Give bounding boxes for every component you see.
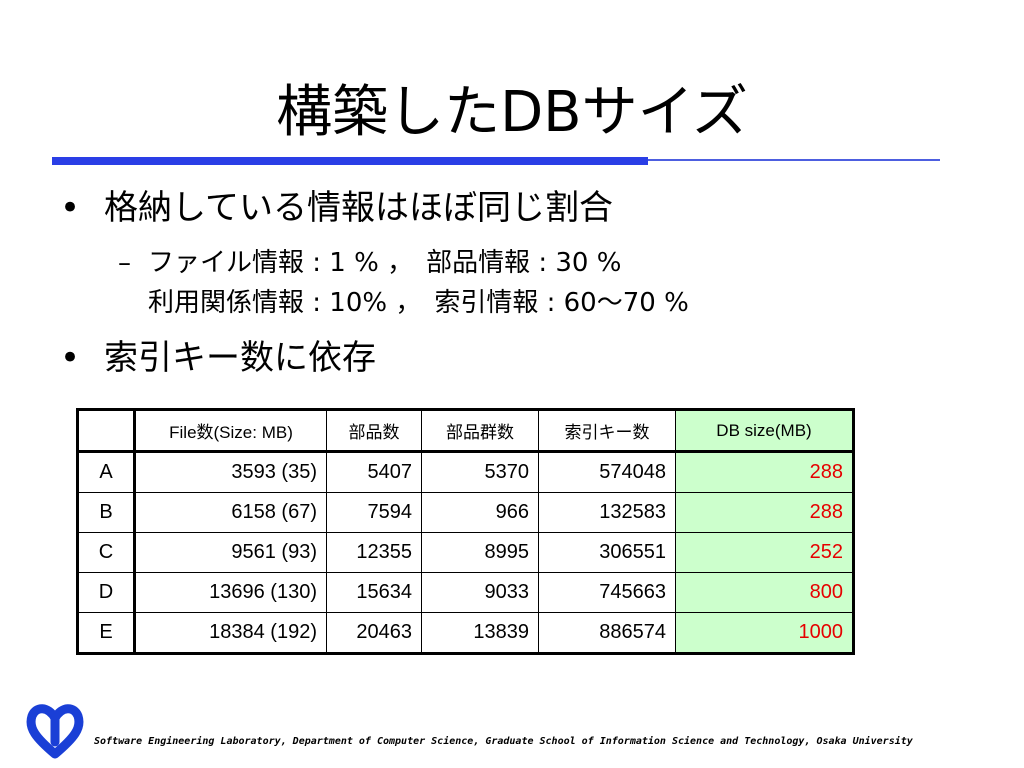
bullet-dot: • — [60, 338, 81, 378]
cell-part-group-count: 5370 — [421, 451, 539, 493]
cell-part-count: 20463 — [326, 612, 422, 654]
cell-file-count: 9561 (93) — [134, 532, 327, 573]
sub-item-1-line-2: 利用関係情報 : 10% ， 索引情報 : 60～70 % — [148, 288, 689, 318]
table-row: C 9561 (93) 12355 8995 306551 252 — [77, 532, 854, 573]
cell-part-group-count: 8995 — [421, 532, 539, 573]
sub-text: ファイル情報 : 1 % ， 部品情報 : 30 % — [148, 248, 622, 278]
cell-db-size: 800 — [675, 572, 854, 613]
cell-part-group-count: 9033 — [421, 572, 539, 613]
db-size-table: File数(Size: MB) 部品数 部品群数 索引キー数 DB size(M… — [76, 408, 855, 655]
cell-part-group-count: 13839 — [421, 612, 539, 654]
title-underline-thick — [52, 157, 648, 165]
row-label: D — [77, 572, 136, 613]
header-db-size: DB size(MB) — [675, 409, 854, 453]
footer-lab-name: Software Engineering Laboratory, Departm… — [94, 736, 913, 747]
row-label: B — [77, 492, 136, 533]
cell-part-count: 7594 — [326, 492, 422, 533]
table-header-row: File数(Size: MB) 部品数 部品群数 索引キー数 DB size(M… — [77, 409, 854, 453]
row-label: C — [77, 532, 136, 573]
header-part-group-count: 部品群数 — [421, 409, 539, 453]
cell-index-key-count: 132583 — [538, 492, 676, 533]
cell-file-count: 6158 (67) — [134, 492, 327, 533]
sub-item-1: – ファイル情報 : 1 % ， 部品情報 : 30 % — [118, 244, 621, 282]
cell-part-count: 5407 — [326, 451, 422, 493]
header-corner — [77, 409, 136, 453]
cell-index-key-count: 745663 — [538, 572, 676, 613]
cell-db-size: 288 — [675, 451, 854, 493]
row-label: E — [77, 612, 136, 654]
header-part-count: 部品数 — [326, 409, 422, 453]
cell-file-count: 3593 (35) — [134, 451, 327, 493]
cell-db-size: 288 — [675, 492, 854, 533]
table-row: D 13696 (130) 15634 9033 745663 800 — [77, 572, 854, 613]
bullet-text: 索引キー数に依存 — [104, 338, 376, 378]
header-file-count: File数(Size: MB) — [134, 409, 327, 453]
sub-dash: – — [118, 248, 131, 278]
bullet-text: 格納している情報はほぼ同じ割合 — [104, 188, 613, 228]
cell-index-key-count: 306551 — [538, 532, 676, 573]
cell-part-group-count: 966 — [421, 492, 539, 533]
table-row: A 3593 (35) 5407 5370 574048 288 — [77, 451, 854, 493]
bullet-dot: • — [60, 188, 81, 228]
osaka-university-logo-icon — [26, 704, 84, 759]
cell-file-count: 18384 (192) — [134, 612, 327, 654]
title-underline-thin — [648, 159, 940, 161]
header-index-key-count: 索引キー数 — [538, 409, 676, 453]
cell-index-key-count: 574048 — [538, 451, 676, 493]
cell-part-count: 15634 — [326, 572, 422, 613]
table-row: B 6158 (67) 7594 966 132583 288 — [77, 492, 854, 533]
cell-file-count: 13696 (130) — [134, 572, 327, 613]
table-row: E 18384 (192) 20463 13839 886574 1000 — [77, 612, 854, 654]
cell-index-key-count: 886574 — [538, 612, 676, 654]
row-label: A — [77, 451, 136, 493]
cell-db-size: 252 — [675, 532, 854, 573]
cell-db-size: 1000 — [675, 612, 854, 654]
bullet-item-1: • 格納している情報はほぼ同じ割合 — [60, 186, 613, 230]
cell-part-count: 12355 — [326, 532, 422, 573]
bullet-item-2: • 索引キー数に依存 — [60, 336, 376, 380]
slide-title: 構築したDBサイズ — [276, 80, 748, 145]
